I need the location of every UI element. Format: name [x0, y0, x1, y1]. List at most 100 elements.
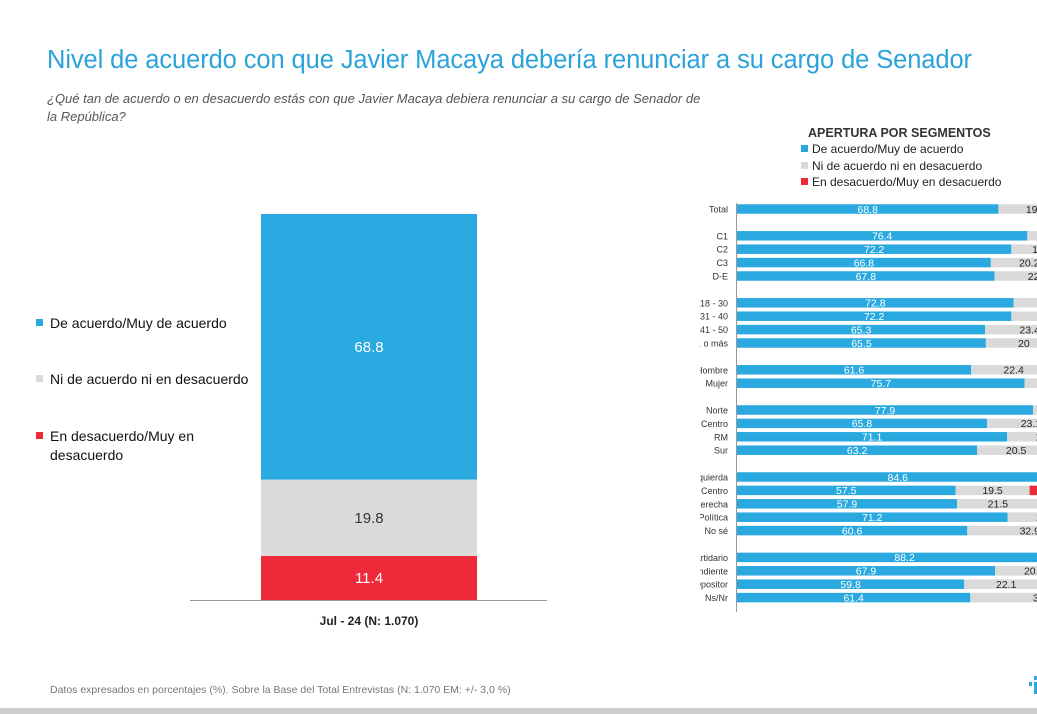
segment-value-acuerdo: 63.2 [847, 445, 868, 457]
segment-bar-acuerdo [737, 485, 956, 496]
segment-value-acuerdo: 84.6 [888, 472, 909, 484]
segment-value-acuerdo: 59.8 [840, 579, 861, 591]
segment-value-acuerdo: 67.9 [856, 566, 877, 578]
segment-bar-acuerdo [737, 324, 986, 335]
segments-legend-label: En desacuerdo/Muy en desacuerdo [812, 175, 1002, 189]
segment-bar-acuerdo [737, 244, 1012, 254]
segments-swatch-desacuerdo [801, 178, 808, 185]
bar-acuerdo [261, 214, 477, 480]
segment-bar-neutral [1013, 298, 1037, 308]
segment-label: D-E [713, 272, 729, 282]
segment-bar-acuerdo [737, 298, 1014, 308]
segment-bar-acuerdo [737, 204, 999, 214]
segment-label: RM [714, 432, 728, 442]
segments-legend: APERTURA POR SEGMENTOS De acuerdo/Muy de… [800, 126, 1030, 191]
segment-bar-neutral [990, 257, 1037, 268]
segment-bar-acuerdo [737, 271, 995, 281]
segment-value-neutral: 36 [1033, 592, 1037, 604]
segment-value-acuerdo: 66.8 [854, 257, 875, 269]
segment-bar-acuerdo [737, 566, 996, 576]
segment-bar-neutral [994, 271, 1037, 281]
legend-label: De acuerdo/Muy de acuerdo [50, 315, 227, 331]
segment-value-neutral: 21.5 [988, 499, 1009, 511]
segments-swatch-acuerdo [801, 145, 808, 152]
segment-label: 31 - 40 [700, 312, 728, 322]
segment-bar-acuerdo [737, 418, 988, 429]
brand-logo-icon [1029, 676, 1037, 694]
segment-bar-neutral [995, 566, 1037, 576]
segment-value-acuerdo: 71.1 [862, 432, 883, 444]
segment-value-acuerdo: 65.3 [851, 324, 872, 336]
data-label-acuerdo: 68.8 [354, 339, 383, 356]
segment-bar-desacuerdo [1029, 485, 1037, 496]
segment-value-acuerdo: 57.5 [836, 485, 857, 497]
segment-bar-acuerdo [737, 432, 1008, 442]
segment-bar-neutral [1011, 244, 1037, 254]
segment-value-neutral: 22.8 [1028, 271, 1037, 283]
segment-label: Sur [714, 446, 728, 456]
segment-value-neutral: 32.9 [1020, 525, 1037, 537]
segment-label: Izquierda [691, 473, 728, 483]
segment-bar-neutral [955, 485, 1030, 496]
segment-bar-acuerdo [737, 365, 972, 375]
segment-value-acuerdo: 72.2 [864, 311, 885, 323]
segment-bar-acuerdo [737, 445, 978, 455]
segment-bar-neutral [987, 418, 1037, 429]
segment-bar-neutral [970, 592, 1037, 603]
legend-label: Ni de acuerdo ni en desacuerdo [50, 371, 249, 387]
segment-bar-neutral [1011, 311, 1037, 321]
segment-bar-acuerdo [737, 525, 968, 536]
segment-bar-neutral [1024, 378, 1037, 388]
segment-value-acuerdo: 71.2 [862, 512, 883, 524]
segment-bar-neutral [964, 579, 1037, 589]
bottom-bar [0, 708, 1037, 714]
segment-label: Independiente [671, 566, 728, 576]
footer-note: Datos expresados en porcentajes (%). Sob… [50, 684, 511, 696]
segment-value-acuerdo: 75.7 [871, 378, 892, 390]
segment-bar-neutral [1027, 231, 1037, 241]
chart-subtitle: ¿Qué tan de acuerdo o en desacuerdo está… [47, 91, 701, 124]
segment-label: C2 [716, 245, 728, 255]
segment-value-neutral: 23.4 [1019, 324, 1037, 336]
legend-item-desacuerdo: En desacuerdo/Muy en desacuerdo [36, 427, 250, 465]
segment-bar-acuerdo [737, 499, 958, 509]
segment-bar-neutral [985, 338, 1037, 348]
segment-bar-acuerdo [737, 378, 1025, 388]
segment-value-acuerdo: 65.5 [851, 338, 872, 350]
segment-value-neutral: 20.2 [1019, 257, 1037, 269]
segment-bar-neutral [1007, 432, 1037, 442]
segment-bar-neutral [957, 499, 1037, 509]
segment-label: Mujer [705, 379, 728, 389]
segment-bar-acuerdo [737, 552, 1037, 563]
segment-bar-neutral [998, 204, 1037, 214]
segment-value-acuerdo: 67.8 [856, 271, 877, 283]
segment-label: C3 [716, 258, 728, 268]
legend-label: En desacuerdo/Muy en desacuerdo [50, 428, 194, 463]
segment-value-neutral: 19.5 [982, 485, 1003, 497]
segment-bar-acuerdo [737, 311, 1012, 321]
legend-swatch-neutral [36, 375, 43, 382]
segment-bar-neutral [971, 365, 1037, 375]
data-label-neutral: 19.8 [354, 510, 383, 527]
segment-value-neutral: 23.1 [1021, 418, 1037, 430]
segment-value-neutral: 20.6 [1024, 566, 1037, 578]
segment-bar-neutral [967, 525, 1037, 536]
segments-legend-item: En desacuerdo/Muy en desacuerdo [800, 174, 1030, 191]
legend-item-neutral: Ni de acuerdo ni en desacuerdo [36, 370, 280, 389]
segment-bar-acuerdo [737, 231, 1028, 241]
segments-legend-label: Ni de acuerdo ni en desacuerdo [812, 158, 983, 173]
segment-label: 51 o más [691, 339, 729, 349]
segments-legend-item: De acuerdo/Muy de acuerdo [800, 141, 1030, 158]
segments-heading: APERTURA POR SEGMENTOS [808, 126, 991, 140]
segment-value-neutral: 22.1 [996, 579, 1017, 591]
segment-value-neutral: 20 [1018, 338, 1030, 350]
segment-value-acuerdo: 65.8 [852, 418, 873, 430]
segment-label: Derecha [694, 499, 728, 509]
segment-bar-neutral [977, 445, 1037, 455]
segment-label: 41 - 50 [700, 325, 728, 335]
segment-value-acuerdo: 60.6 [842, 525, 863, 537]
segment-value-acuerdo: 61.4 [843, 592, 864, 604]
segment-label: C1 [716, 231, 728, 241]
segment-value-neutral: 14 [1032, 244, 1037, 256]
